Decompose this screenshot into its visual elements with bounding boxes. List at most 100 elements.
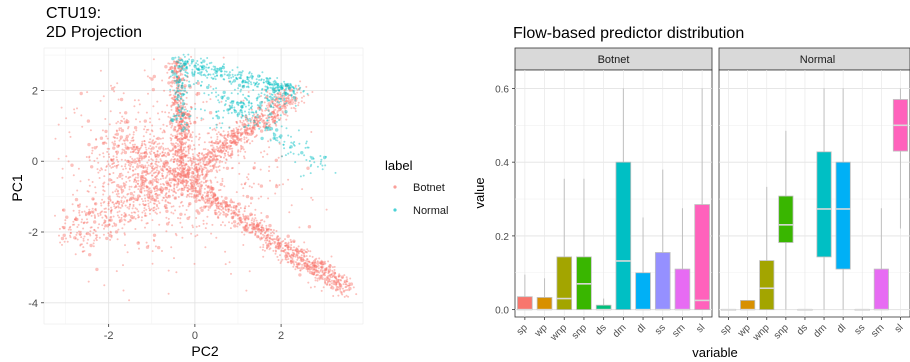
scatter-point (177, 180, 180, 183)
scatter-point (247, 122, 250, 125)
scatter-point (227, 112, 230, 115)
scatter-point (226, 147, 229, 150)
scatter-point (276, 86, 279, 89)
scatter-point (152, 58, 155, 61)
scatter-point (262, 125, 265, 128)
scatter-point (132, 217, 135, 220)
scatter-point (248, 224, 251, 227)
scatter-point (227, 205, 230, 207)
scatter-point (212, 188, 215, 191)
scatter-point (209, 73, 212, 76)
scatter-point (131, 143, 134, 146)
scatter-point (176, 139, 179, 142)
scatter-point (218, 204, 221, 207)
scatter-point (286, 246, 289, 249)
scatter-point (289, 94, 292, 97)
scatter-point (308, 255, 311, 258)
scatter-gridlines (44, 48, 363, 324)
scatter-point (212, 193, 217, 197)
scatter-point (233, 134, 235, 137)
scatter-point (175, 71, 178, 74)
scatter-point (146, 75, 149, 78)
scatter-point (335, 283, 338, 286)
scatter-point (207, 209, 210, 211)
scatter-point (207, 93, 210, 96)
scatter-point (321, 274, 324, 277)
scatter-point (207, 171, 210, 173)
scatter-point (182, 124, 185, 127)
scatter-point (324, 271, 327, 274)
scatter-point (268, 104, 272, 108)
scatter-point (185, 174, 187, 177)
scatter-point (192, 155, 195, 158)
scatter-point (254, 233, 257, 235)
scatter-point (195, 183, 198, 186)
scatter-point (176, 77, 178, 79)
scatter-point (180, 89, 183, 92)
scatter-point (148, 209, 151, 212)
scatter-point (170, 104, 173, 107)
scatter-point (277, 239, 280, 242)
scatter-point (185, 183, 188, 186)
scatter-chart: CTU19: 2D Projection 20-2-4 -2 0 2 PC2 PC1 (9, 5, 364, 359)
scatter-point (267, 87, 270, 89)
scatter-point (214, 154, 217, 157)
scatter-point (305, 159, 308, 161)
scatter-point (244, 225, 247, 228)
scatter-point (138, 103, 141, 106)
scatter-point (338, 282, 341, 285)
scatter-point (252, 121, 255, 124)
scatter-point (215, 158, 218, 161)
boxplot-x-tick-label: sl (694, 322, 707, 335)
scatter-point (177, 103, 180, 106)
scatter-point (326, 283, 328, 286)
scatter-point (107, 163, 110, 166)
scatter-point (128, 220, 131, 223)
scatter-point (299, 259, 302, 262)
scatter-point (187, 167, 189, 170)
scatter-point (259, 126, 262, 129)
scatter-point (97, 214, 100, 217)
scatter-point (230, 156, 233, 159)
scatter-point (159, 158, 162, 161)
scatter-point (219, 149, 223, 154)
scatter-point (189, 122, 192, 125)
scatter-point (191, 181, 194, 184)
scatter-point (153, 178, 158, 182)
scatter-point (143, 209, 146, 212)
scatter-point (145, 241, 148, 244)
scatter-point (185, 122, 188, 124)
scatter-point (230, 142, 233, 144)
scatter-point (87, 190, 90, 193)
scatter-point (246, 128, 249, 131)
scatter-point (128, 214, 131, 216)
scatter-point (231, 216, 234, 219)
scatter-point (232, 141, 237, 145)
scatter-point (249, 127, 253, 131)
scatter-point (200, 68, 203, 71)
scatter-point (184, 186, 186, 189)
scatter-point (172, 212, 175, 215)
scatter-point (132, 194, 135, 197)
scatter-point (244, 125, 247, 128)
scatter-point (144, 200, 147, 202)
scatter-point (107, 232, 110, 235)
scatter-point (86, 119, 91, 123)
scatter-point (178, 114, 180, 117)
scatter-point (182, 170, 185, 173)
scatter-point (289, 88, 293, 92)
scatter-point (246, 176, 248, 179)
scatter-point (179, 118, 182, 121)
scatter-point (341, 276, 344, 279)
scatter-point (224, 143, 227, 146)
scatter-point (117, 120, 119, 123)
box-body (517, 296, 533, 311)
scatter-point (320, 274, 323, 277)
scatter-point (244, 132, 247, 135)
scatter-point (89, 129, 92, 132)
scatter-point (206, 164, 209, 166)
scatter-point (128, 188, 131, 191)
scatter-point (273, 238, 275, 240)
scatter-point (175, 154, 178, 157)
scatter-point (120, 172, 123, 175)
